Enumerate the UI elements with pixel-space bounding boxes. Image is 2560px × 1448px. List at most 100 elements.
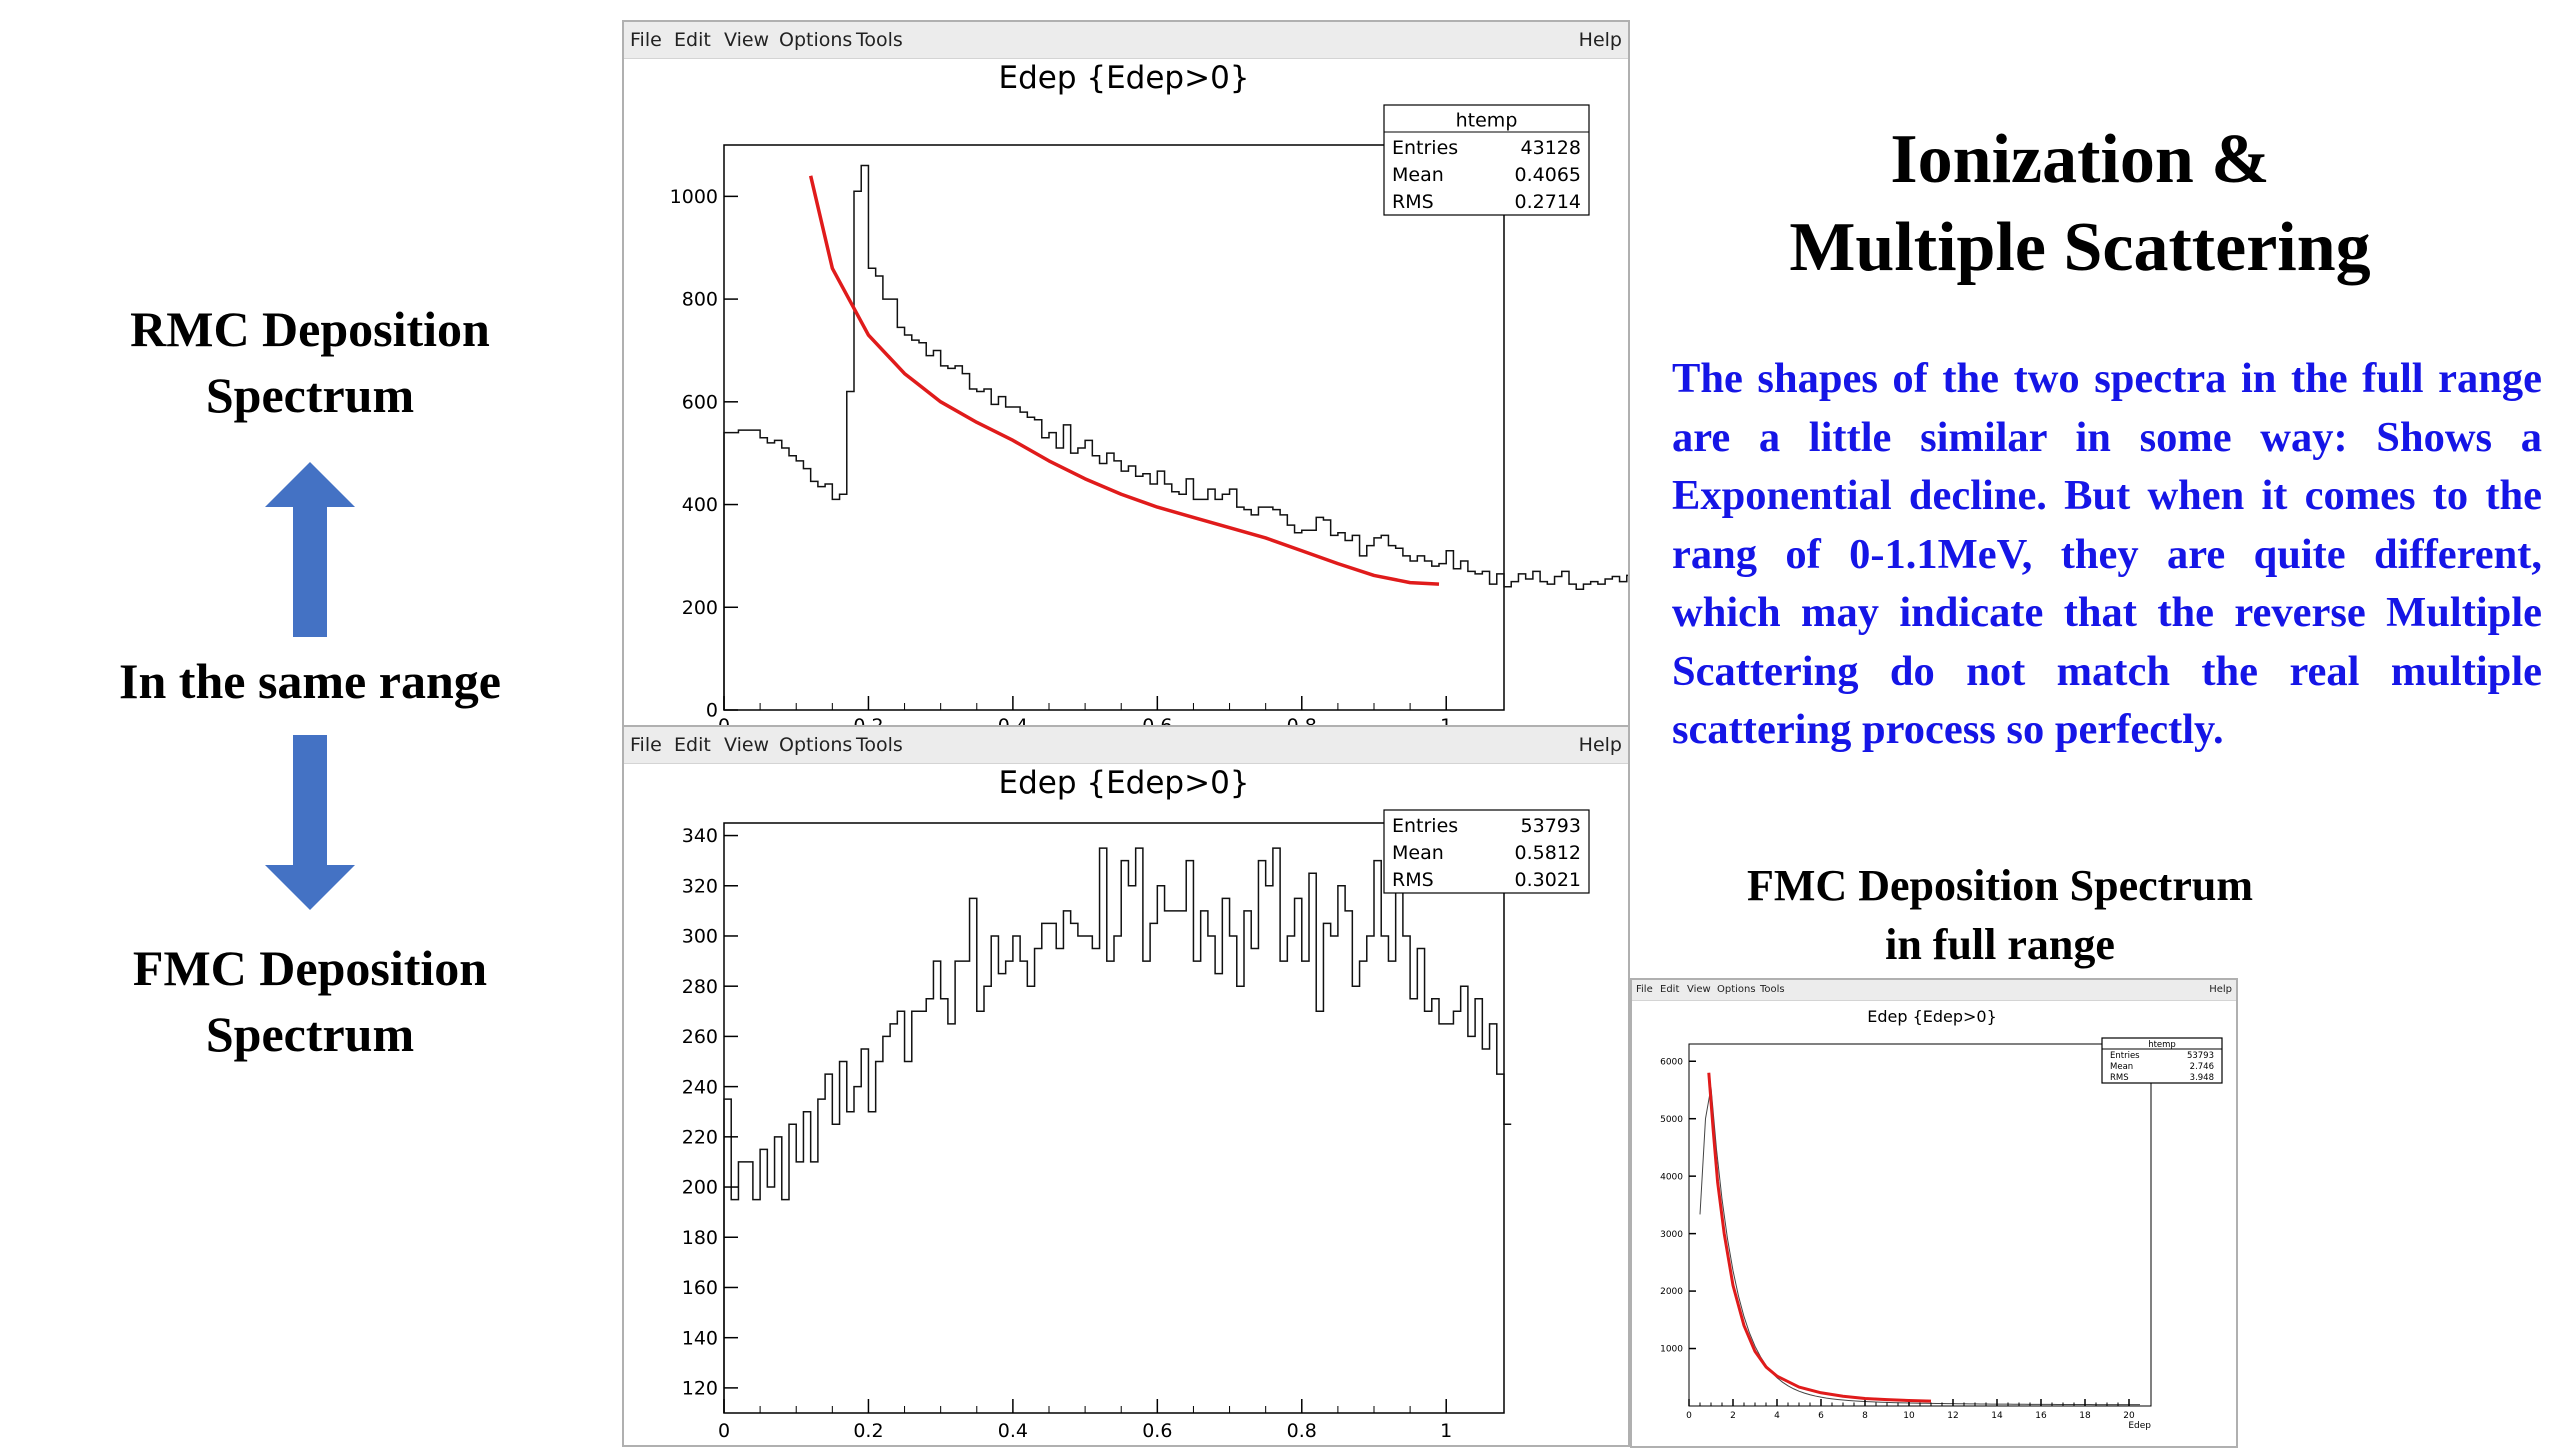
y-tick-label: 160 <box>682 1277 718 1299</box>
down-arrow-icon <box>265 735 355 910</box>
y-tick-label: 400 <box>682 494 718 516</box>
stats-value: 53793 <box>2187 1051 2214 1061</box>
y-tick-label: 340 <box>682 825 718 847</box>
y-tick-label: 600 <box>682 391 718 413</box>
menu-file[interactable]: File <box>1636 984 1653 995</box>
x-tick-label: 12 <box>1947 1411 1958 1421</box>
y-tick-label: 800 <box>682 289 718 311</box>
y-tick-label: 220 <box>682 1126 718 1148</box>
stats-label: Mean <box>1392 164 1444 186</box>
fit-curve <box>808 175 1440 586</box>
y-tick-label: 4000 <box>1660 1172 1683 1182</box>
menu-options[interactable]: Options <box>779 29 853 51</box>
menu-edit[interactable]: Edit <box>674 29 711 51</box>
root-canvas-fmc[interactable]: File Edit View Options Tools Help Edep {… <box>622 725 1630 1447</box>
stats-value: 0.2714 <box>1515 191 1581 213</box>
fmc-full-range-title: FMC Deposition Spectrum in full range <box>1650 856 2350 974</box>
y-tick-label: 6000 <box>1660 1057 1683 1067</box>
rmc-label: RMC Deposition Spectrum <box>60 296 560 428</box>
y-tick-label: 180 <box>682 1227 718 1249</box>
x-tick-label: 0.4 <box>998 1420 1028 1442</box>
histogram-series <box>723 164 1628 710</box>
stats-label: Mean <box>2110 1062 2133 1072</box>
menu-edit[interactable]: Edit <box>1660 984 1680 995</box>
menu-tools[interactable]: Tools <box>1760 984 1785 995</box>
plot-frame <box>723 144 1505 711</box>
menu-options[interactable]: Options <box>1717 984 1756 995</box>
stats-value: 0.4065 <box>1515 164 1581 186</box>
plot-frame <box>723 822 1505 1414</box>
menu-file[interactable]: File <box>630 734 662 756</box>
y-tick-label: 240 <box>682 1076 718 1098</box>
menu-view[interactable]: View <box>724 734 770 756</box>
stats-label: Mean <box>1392 842 1444 864</box>
menu-bar: File Edit View Options Tools Help <box>1632 980 2236 1001</box>
x-tick-label: 2 <box>1730 1411 1736 1421</box>
menu-help[interactable]: Help <box>2209 984 2232 995</box>
x-tick-label: 1 <box>1440 1420 1452 1442</box>
menu-tools[interactable]: Tools <box>856 734 903 756</box>
x-tick-label: 0.2 <box>853 1420 883 1442</box>
same-range-text: In the same range <box>119 653 501 709</box>
rmc-label-line-1: RMC Deposition <box>130 301 490 357</box>
stats-box <box>1383 809 1590 894</box>
menu-options[interactable]: Options <box>779 734 853 756</box>
menu-help[interactable]: Help <box>1578 734 1622 756</box>
y-tick-label: 280 <box>682 976 718 998</box>
x-tick-label: 4 <box>1774 1411 1780 1421</box>
fmc-label-line-1: FMC Deposition <box>132 940 488 996</box>
histogram-series <box>723 847 1512 1413</box>
stats-name: htemp <box>2148 1040 2176 1050</box>
y-tick-label: 120 <box>682 1378 718 1400</box>
stats-value: 0.3021 <box>1515 869 1581 891</box>
rmc-label-line-2: Spectrum <box>205 367 415 423</box>
y-tick-label: 320 <box>682 875 718 897</box>
stats-label: RMS <box>1392 869 1434 891</box>
fmc-full-title-line-1: FMC Deposition Spectrum <box>1747 861 2253 910</box>
y-tick-label: 300 <box>682 926 718 948</box>
stats-label: Entries <box>1392 815 1458 837</box>
root-canvas-fmc-full[interactable]: File Edit View Options Tools Help Edep {… <box>1630 978 2238 1448</box>
stats-value: 3.948 <box>2190 1073 2214 1083</box>
fit-curve <box>1707 1072 1932 1403</box>
x-tick-label: 8 <box>1862 1411 1868 1421</box>
histogram-series <box>1699 1087 2141 1406</box>
stats-label: Entries <box>1392 137 1458 159</box>
up-arrow-icon <box>265 462 355 637</box>
x-tick-label: 14 <box>1991 1411 2003 1421</box>
stats-box <box>1383 104 1590 216</box>
x-tick-label: 0 <box>1686 1411 1692 1421</box>
x-tick-label: 20 <box>2123 1411 2135 1421</box>
title-line-2: Multiple Scattering <box>1789 209 2371 286</box>
x-tick-label: 16 <box>2035 1411 2047 1421</box>
x-tick-label: 6 <box>1818 1411 1824 1421</box>
x-tick-label: 0.6 <box>1142 715 1172 728</box>
stats-box <box>2101 1037 2223 1084</box>
menu-edit[interactable]: Edit <box>674 734 711 756</box>
x-tick-label: 0.8 <box>1287 1420 1317 1442</box>
x-tick-label: 1 <box>1440 715 1452 728</box>
page-title: Ionization & Multiple Scattering <box>1720 116 2440 292</box>
menu-view[interactable]: View <box>724 29 770 51</box>
fmc-label-line-2: Spectrum <box>205 1006 415 1062</box>
rmc-histogram-plot: Edep {Edep>0} 0 0.2 0.4 0.6 0.8 1 0 200 400 600 800… <box>670 60 1628 728</box>
menu-view[interactable]: View <box>1687 984 1711 995</box>
menu-tools[interactable]: Tools <box>856 29 903 51</box>
stats-value: 43128 <box>1521 137 1581 159</box>
y-tick-label: 200 <box>682 597 718 619</box>
fmc-label: FMC Deposition Spectrum <box>60 935 560 1067</box>
menu-help[interactable]: Help <box>1578 29 1622 51</box>
stats-value: 53793 <box>1521 815 1581 837</box>
y-tick-label: 1000 <box>1660 1345 1683 1355</box>
root-canvas-rmc[interactable]: File Edit View Options Tools Help Edep {… <box>622 20 1630 730</box>
menu-file[interactable]: File <box>630 29 662 51</box>
stats-value: 2.746 <box>2190 1062 2214 1072</box>
y-tick-label: 5000 <box>1660 1115 1683 1125</box>
x-tick-label: 0.8 <box>1287 715 1317 728</box>
x-tick-label: 10 <box>1903 1411 1915 1421</box>
y-tick-label: 1000 <box>670 186 718 208</box>
y-tick-label: 260 <box>682 1026 718 1048</box>
plot-title: Edep {Edep>0} <box>1867 1007 1997 1026</box>
fmc-full-title-line-2: in full range <box>1885 920 2115 969</box>
x-tick-label: 0 <box>718 715 730 728</box>
